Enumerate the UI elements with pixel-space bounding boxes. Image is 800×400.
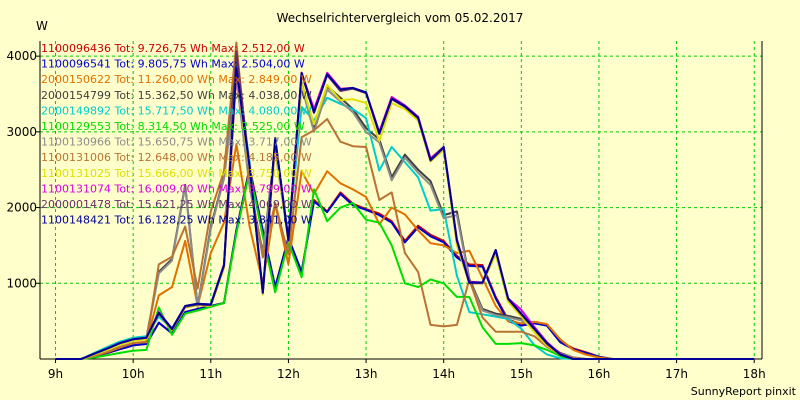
x-tick-label: 18h: [743, 367, 766, 381]
legend-entry-5: 2000149892 Tot: 15.717,50 Wh Max: 4.080,…: [41, 104, 312, 117]
series-line-8: [55, 41, 755, 360]
legend-entry-8: 1100131006 Tot: 12.648,00 Wh Max: 4.185,…: [41, 151, 312, 164]
legend-entry-12: 1100148421 Tot: 16.128,25 Wh Max: 3.841,…: [41, 214, 312, 227]
legend-entry-9: 1100131025 Tot: 15.666,00 Wh Max: 3.750,…: [41, 167, 312, 180]
chart-footer: SunnyReport pinxit: [691, 385, 797, 398]
legend-entry-2: 1100096541 Tot: 9.805,75 Wh Max: 2.504,0…: [41, 58, 305, 71]
y-tick-label: 3000: [6, 125, 37, 139]
x-tick-label: 15h: [510, 367, 533, 381]
x-tick-label: 16h: [588, 367, 611, 381]
legend-entry-11: 2000001478 Tot: 15.621,25 Wh Max: 4.069,…: [41, 198, 312, 211]
x-tick-label: 12h: [277, 367, 300, 381]
legend-entry-3: 2000150622 Tot: 11.260,00 Wh Max: 2.849,…: [41, 73, 312, 86]
x-tick-label: 11h: [199, 367, 222, 381]
series-lines: [55, 41, 755, 360]
axes: 1000 2000 3000 4000 9h 10h 11h 12h 13h 14h 15h 16h 1…: [6, 41, 766, 381]
x-tick-label: 13h: [355, 367, 378, 381]
legend: 1100096436 Tot: 9.726,75 Wh Max: 2.512,0…: [41, 42, 312, 227]
legend-entry-7: 1100130966 Tot: 15.650,75 Wh Max: 3.717,…: [41, 136, 312, 149]
x-tick-label: 9h: [48, 367, 63, 381]
chart-title: Wechselrichtervergleich vom 05.02.2017: [277, 11, 524, 25]
series-line-12: [55, 67, 755, 360]
y-tick-label: 2000: [6, 201, 37, 215]
gridlines: [40, 41, 762, 359]
x-tick-label: 14h: [432, 367, 455, 381]
legend-entry-10: 1100131074 Tot: 16.009,00 Wh Max: 3.799,…: [41, 182, 312, 195]
y-tick-label: 4000: [6, 49, 37, 63]
y-tick-label: 1000: [6, 276, 37, 290]
y-axis-label: W: [36, 19, 48, 33]
x-tick-label: 10h: [122, 367, 145, 381]
series-line-6: [55, 170, 755, 360]
series-line-9: [55, 74, 755, 360]
legend-entry-1: 1100096436 Tot: 9.726,75 Wh Max: 2.512,0…: [41, 42, 305, 55]
legend-entry-4: 2000154799 Tot: 15.362,50 Wh Max: 4.038,…: [41, 89, 312, 102]
x-tick-label: 17h: [665, 367, 688, 381]
legend-entry-6: 1100129553 Tot: 8.314,50 Wh Max: 2.525,0…: [41, 120, 305, 133]
